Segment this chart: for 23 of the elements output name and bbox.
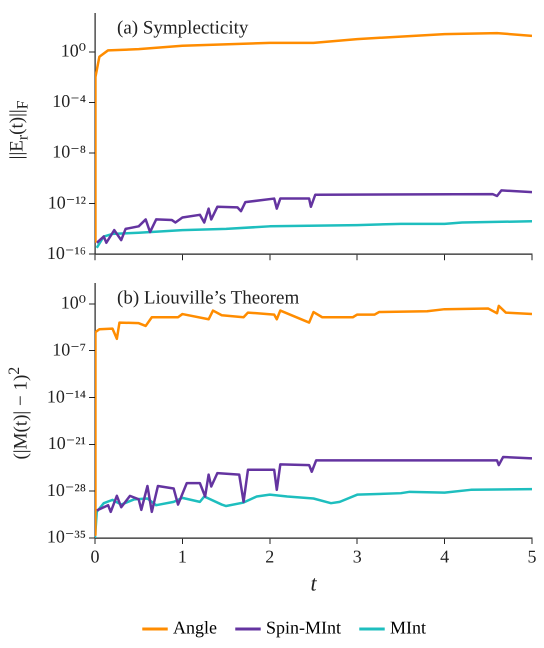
x-tick-label: 5 bbox=[528, 546, 536, 567]
x-axis-title: t bbox=[310, 570, 318, 596]
y-tick-label: 10⁻²¹ bbox=[48, 433, 86, 454]
y-tick-label: 10⁻⁸ bbox=[52, 142, 86, 162]
y-tick-label: 10⁻³⁵ bbox=[46, 526, 86, 547]
x-tick-label: 3 bbox=[352, 546, 362, 567]
legend-label: Angle bbox=[173, 618, 217, 638]
y-tick-label: 10⁻⁷ bbox=[52, 339, 86, 360]
chart-title: (a) Symplecticity bbox=[117, 17, 249, 38]
x-tick-label: 0 bbox=[90, 546, 100, 567]
x-tick-label: 4 bbox=[440, 546, 450, 567]
x-tick-label: 2 bbox=[265, 546, 274, 567]
y-tick-label: 10⁻¹⁶ bbox=[46, 242, 86, 263]
y-tick-label: 10⁰ bbox=[60, 40, 86, 60]
legend-label: Spin-MInt bbox=[266, 618, 342, 638]
y-tick-label: 10⁰ bbox=[60, 292, 86, 313]
legend-label: MInt bbox=[390, 618, 426, 638]
y-tick-label: 10⁻¹² bbox=[48, 192, 86, 212]
y-tick-label: 10⁻¹⁴ bbox=[46, 386, 86, 406]
y-tick-label: 10⁻⁴ bbox=[52, 91, 86, 112]
chart-title: (b) Liouville’s Theorem bbox=[117, 287, 300, 308]
y-tick-label: 10⁻²⁸ bbox=[46, 480, 86, 500]
x-tick-label: 1 bbox=[178, 546, 187, 567]
